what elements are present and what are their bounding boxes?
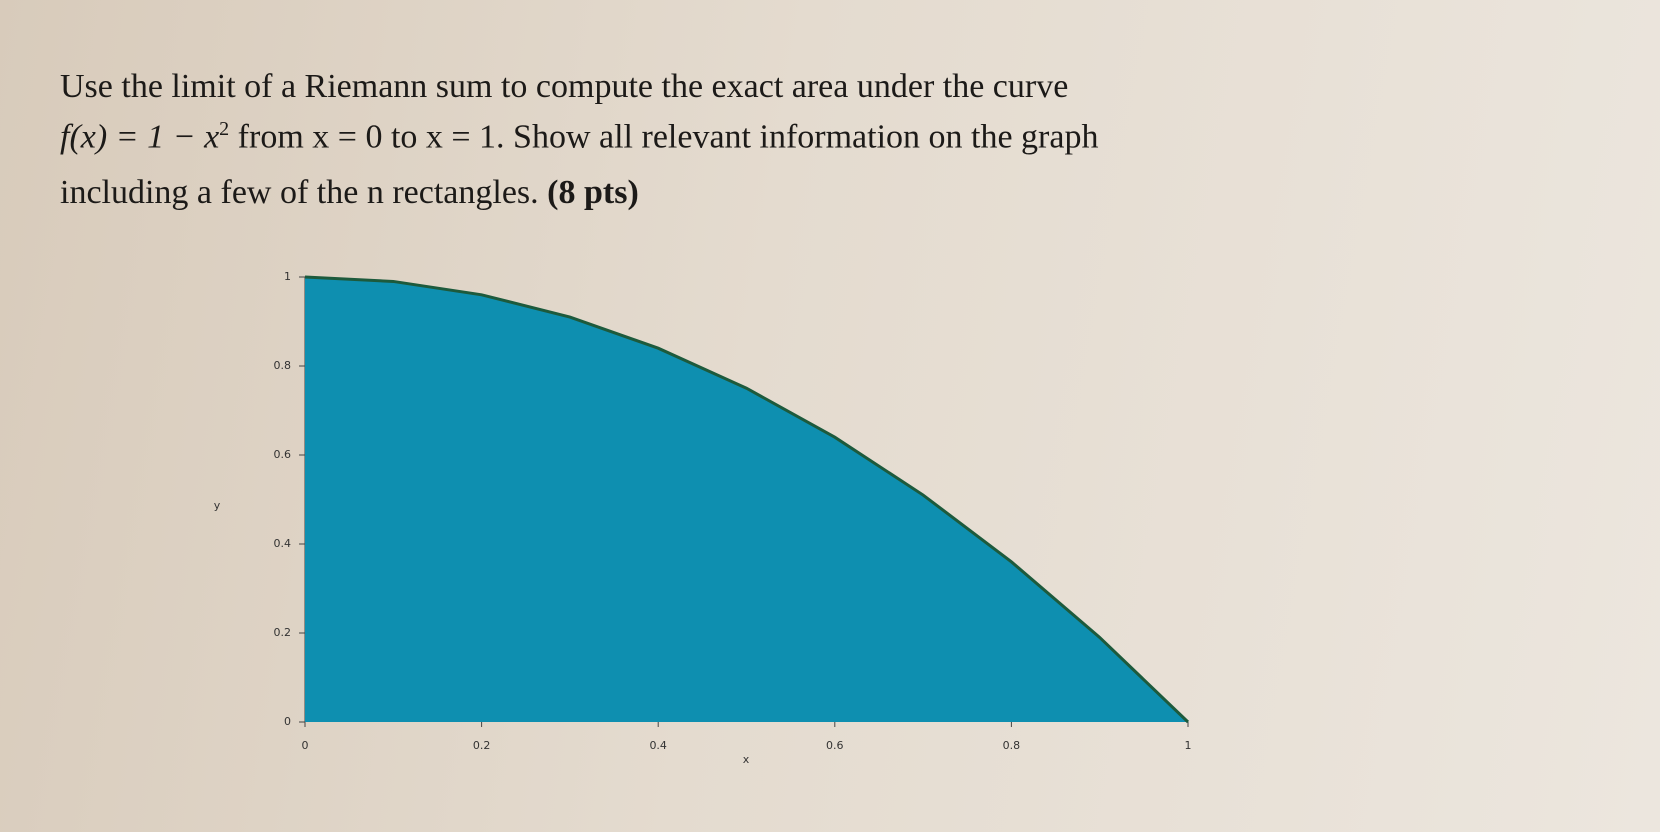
question-text: including a few of the n rectangles. (60, 174, 539, 211)
exponent: 2 (219, 118, 230, 140)
question-text: from x = 0 to x = 1. Show all relevant i… (229, 118, 1099, 156)
points: (8 pts) (547, 174, 639, 211)
x-tick-label: 0.8 (1003, 739, 1021, 752)
question-line: Use the limit of a Riemann sum to comput… (60, 68, 1069, 105)
x-tick-label: 0.2 (473, 739, 491, 752)
y-tick-label: 0.4 (274, 537, 292, 550)
area (305, 277, 1188, 722)
y-tick-label: 0.6 (274, 448, 292, 461)
y-axis-label: y (214, 499, 221, 512)
question-line: f(x) = 1 − x2 from x = 0 to x = 1. Show … (60, 118, 1098, 156)
x-tick-label: 1 (1185, 739, 1192, 752)
y-tick-label: 1 (284, 270, 291, 283)
question-line: including a few of the n rectangles. (8 … (60, 174, 639, 212)
x-tick-label: 0.6 (826, 739, 844, 752)
formula: f(x) = 1 − x (60, 118, 220, 156)
x-tick-label: 0.4 (649, 739, 667, 752)
y-tick-label: 0.2 (274, 626, 292, 639)
x-axis-label: x (743, 753, 750, 766)
curve (304, 275, 1190, 724)
y-tick-label: 0 (284, 715, 291, 728)
x-tick-label: 0 (302, 739, 309, 752)
y-tick-label: 0.8 (274, 359, 292, 372)
